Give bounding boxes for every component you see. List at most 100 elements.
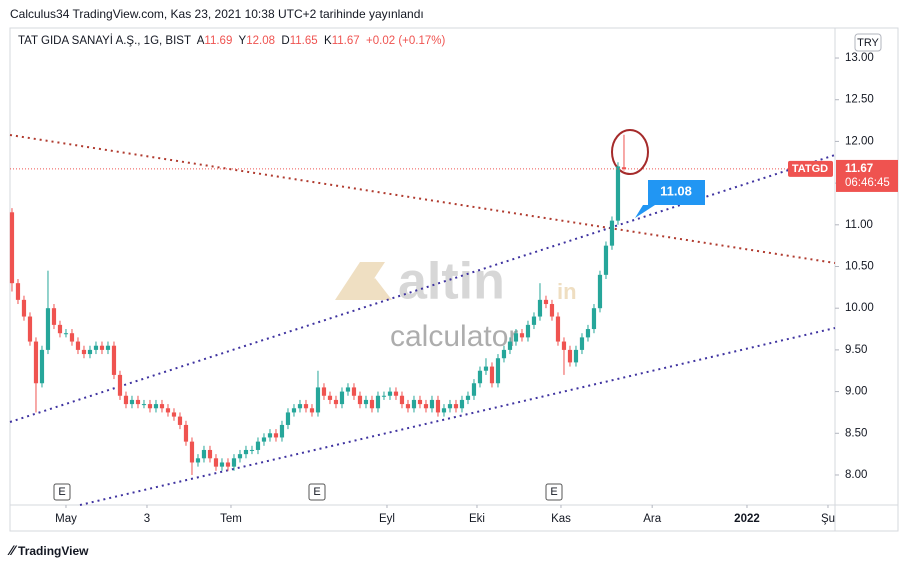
candles bbox=[9, 134, 627, 475]
candle-body bbox=[561, 341, 567, 350]
candle-body bbox=[27, 316, 33, 342]
candle-body bbox=[63, 333, 69, 335]
candle-body bbox=[621, 167, 627, 169]
candle-body bbox=[273, 433, 279, 438]
candle-body bbox=[33, 341, 39, 384]
candle-body bbox=[531, 316, 537, 325]
candle-body bbox=[57, 324, 63, 334]
candle-body bbox=[249, 449, 255, 451]
earnings-box bbox=[53, 483, 71, 501]
h-value: 12.08 bbox=[246, 35, 275, 47]
candle-body bbox=[537, 299, 543, 317]
candle-body bbox=[423, 404, 429, 409]
candle-body bbox=[135, 399, 141, 405]
y-tick-label: 9.00 bbox=[845, 386, 867, 398]
candle-body bbox=[267, 433, 273, 438]
candle-body bbox=[327, 395, 333, 400]
earnings-marker: E bbox=[313, 486, 320, 498]
candle-body bbox=[603, 245, 609, 275]
candle-body bbox=[123, 395, 129, 405]
candle-body bbox=[243, 449, 249, 455]
c-value: 11.67 bbox=[331, 35, 360, 47]
candle-body bbox=[279, 424, 285, 438]
candle-body bbox=[87, 349, 93, 355]
candle-body bbox=[399, 395, 405, 405]
y-tick-label: 10.50 bbox=[845, 261, 874, 273]
symbol-tag-box bbox=[788, 160, 833, 177]
candle-body bbox=[549, 304, 555, 317]
candle-body bbox=[591, 308, 597, 330]
y-tick-label: 8.00 bbox=[845, 469, 867, 481]
symbol-tag: TATGD bbox=[792, 163, 828, 175]
callout-box bbox=[635, 180, 705, 218]
candle-body bbox=[369, 399, 375, 409]
footer-brand: TradingView bbox=[18, 544, 89, 558]
c-label: K bbox=[324, 35, 332, 47]
candle-body bbox=[39, 349, 45, 384]
candle-body bbox=[393, 391, 399, 396]
footer: ⁄⁄ TradingView bbox=[10, 542, 89, 558]
symbol-legend: TAT GIDA SANAYİ A.Ş., 1G, BIST A11.69 Y1… bbox=[18, 35, 445, 47]
candle-body bbox=[375, 395, 381, 409]
candle-body bbox=[213, 458, 219, 467]
candle-body bbox=[483, 366, 489, 371]
candle-body bbox=[219, 462, 225, 467]
l-value: 11.65 bbox=[289, 35, 318, 47]
candle-body bbox=[309, 408, 315, 413]
candle-body bbox=[15, 283, 21, 300]
currency-box bbox=[854, 33, 882, 52]
candle-body bbox=[387, 391, 393, 396]
candle-body bbox=[231, 458, 237, 467]
x-tick-label: Eyl bbox=[379, 513, 395, 525]
candle-body bbox=[81, 349, 87, 355]
candle-body bbox=[303, 404, 309, 409]
candle-body bbox=[465, 395, 471, 400]
x-tick-label: Kas bbox=[551, 513, 571, 525]
last-price-box bbox=[836, 159, 898, 192]
o-value: 11.69 bbox=[204, 35, 233, 47]
candle-body bbox=[75, 341, 81, 350]
highlight-ellipse bbox=[611, 129, 649, 175]
candle-body bbox=[171, 412, 177, 417]
symbol: TAT GIDA SANAYİ A.Ş., 1G, BIST bbox=[18, 35, 191, 47]
candle-body bbox=[501, 349, 507, 359]
candle-body bbox=[495, 358, 501, 384]
candle-body bbox=[201, 449, 207, 459]
earnings-marker: E bbox=[58, 486, 65, 498]
candle-body bbox=[255, 441, 261, 450]
candle-body bbox=[459, 399, 465, 409]
x-tick-label: 2022 bbox=[734, 513, 760, 525]
candle-body bbox=[153, 404, 159, 409]
candle-body bbox=[333, 399, 339, 405]
candle-body bbox=[351, 387, 357, 396]
drawings bbox=[9, 134, 836, 506]
x-tick-label: Ara bbox=[643, 513, 662, 525]
candle-body bbox=[339, 391, 345, 405]
candle-body bbox=[321, 387, 327, 396]
x-tick-label: Tem bbox=[220, 513, 242, 525]
currency: TRY bbox=[857, 37, 879, 49]
watermark: altin in calculator bbox=[335, 253, 577, 353]
candle-body bbox=[405, 404, 411, 409]
candle-body bbox=[141, 404, 147, 406]
y-tick-label: 13.00 bbox=[845, 52, 874, 64]
last-price: 11.67 bbox=[845, 163, 873, 175]
candle-body bbox=[471, 383, 477, 396]
change: +0.02 (+0.17%) bbox=[366, 35, 446, 47]
candle-body bbox=[207, 449, 213, 459]
candle-body bbox=[237, 454, 243, 459]
candle-body bbox=[489, 366, 495, 384]
candle-body bbox=[159, 404, 165, 409]
candle-body bbox=[99, 345, 105, 350]
candle-body bbox=[507, 341, 513, 350]
x-tick-label: 3 bbox=[144, 513, 150, 525]
candle-body bbox=[261, 437, 267, 442]
trendline-red bbox=[9, 134, 836, 264]
watermark-suffix: in bbox=[557, 279, 577, 304]
candle-body bbox=[147, 404, 153, 409]
y-tick-label: 11.00 bbox=[845, 219, 873, 231]
trendline-upper bbox=[9, 154, 836, 423]
candle-body bbox=[417, 399, 423, 405]
candle-body bbox=[225, 462, 231, 467]
